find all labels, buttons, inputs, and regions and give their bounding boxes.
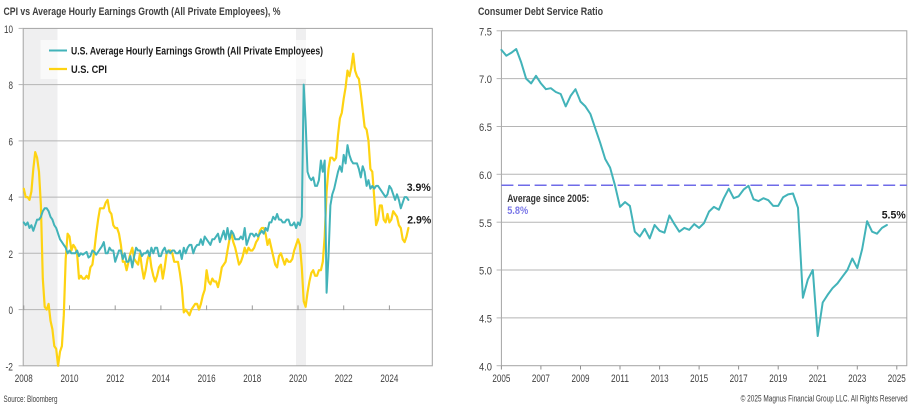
svg-text:4: 4 <box>9 193 14 205</box>
svg-text:2015: 2015 <box>690 373 708 385</box>
svg-text:0: 0 <box>9 305 14 317</box>
svg-text:4.5: 4.5 <box>479 314 492 326</box>
svg-text:U.S. CPI: U.S. CPI <box>71 64 107 76</box>
svg-text:© 2025 Magnus Financial Group: © 2025 Magnus Financial Group LLC. All R… <box>741 394 908 404</box>
svg-text:4.0: 4.0 <box>479 361 492 373</box>
svg-text:-2: -2 <box>6 361 14 373</box>
svg-text:2012: 2012 <box>106 373 124 385</box>
svg-text:2011: 2011 <box>611 373 629 385</box>
svg-text:2009: 2009 <box>572 373 590 385</box>
svg-text:5.5%: 5.5% <box>882 210 906 222</box>
svg-text:CPI vs Average Hourly Earnings: CPI vs Average Hourly Earnings Growth (A… <box>4 6 281 18</box>
svg-text:2.9%: 2.9% <box>407 215 431 227</box>
svg-text:2019: 2019 <box>769 373 787 385</box>
svg-text:2: 2 <box>9 249 14 261</box>
svg-text:2014: 2014 <box>152 373 170 385</box>
svg-text:2010: 2010 <box>61 373 79 385</box>
svg-text:2008: 2008 <box>15 373 33 385</box>
svg-text:8: 8 <box>9 80 14 92</box>
svg-text:Source: Bloomberg: Source: Bloomberg <box>4 394 58 404</box>
svg-text:2021: 2021 <box>809 373 827 385</box>
svg-text:3.9%: 3.9% <box>407 182 431 194</box>
svg-text:2025: 2025 <box>888 373 906 385</box>
svg-text:2023: 2023 <box>848 373 866 385</box>
svg-text:5.0: 5.0 <box>479 266 492 278</box>
svg-text:5.5: 5.5 <box>479 218 492 230</box>
svg-text:6: 6 <box>9 137 14 149</box>
svg-text:U.S. Average Hourly Earnings G: U.S. Average Hourly Earnings Growth (All… <box>71 46 323 58</box>
svg-text:10: 10 <box>4 24 13 36</box>
svg-text:2018: 2018 <box>243 373 261 385</box>
svg-text:2020: 2020 <box>289 373 307 385</box>
svg-text:7.0: 7.0 <box>479 74 492 86</box>
svg-text:2024: 2024 <box>380 373 398 385</box>
svg-text:2016: 2016 <box>198 373 216 385</box>
svg-text:6.5: 6.5 <box>479 122 492 134</box>
svg-text:Average since 2005:: Average since 2005: <box>507 193 589 205</box>
svg-text:2013: 2013 <box>651 373 669 385</box>
svg-text:7.5: 7.5 <box>479 26 492 38</box>
svg-text:5.8%: 5.8% <box>507 205 528 217</box>
svg-text:2005: 2005 <box>492 373 510 385</box>
svg-text:2017: 2017 <box>730 373 748 385</box>
svg-text:2022: 2022 <box>335 373 353 385</box>
svg-text:Consumer Debt Service Ratio: Consumer Debt Service Ratio <box>478 6 603 18</box>
svg-text:6.0: 6.0 <box>479 170 492 182</box>
svg-text:2007: 2007 <box>532 373 550 385</box>
